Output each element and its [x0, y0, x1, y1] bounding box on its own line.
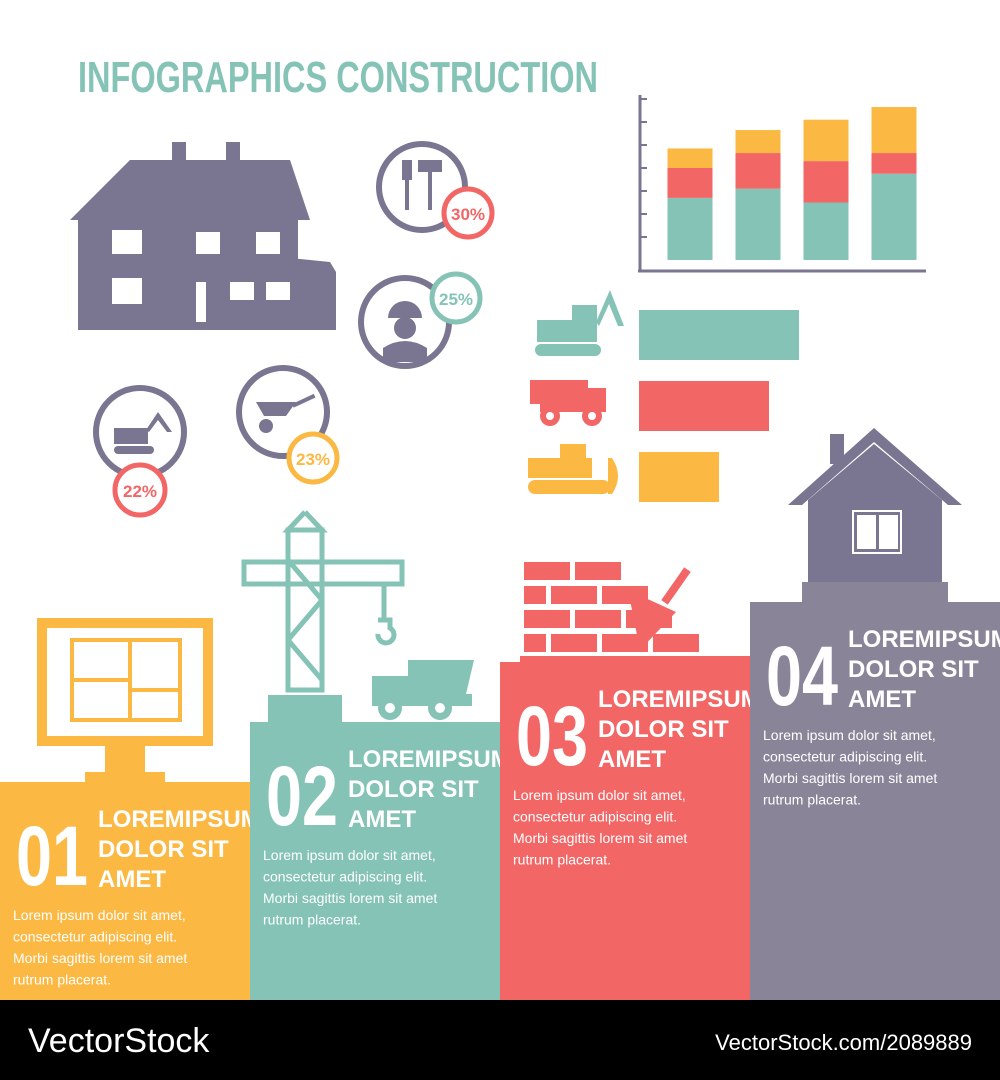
tools-icon [402, 160, 442, 210]
log-house-illustration [788, 428, 962, 604]
monitor-illustration [37, 618, 213, 784]
step-title: LOREMIPSUM [848, 626, 1000, 653]
step-title: DOLOR SIT [348, 776, 479, 803]
footer-brand: VectorStock [28, 1022, 210, 1060]
step-panel [500, 662, 750, 1000]
step-body: Morbi sagittis lorem sit amet [513, 830, 687, 846]
bar-segment [803, 161, 849, 203]
vehicle-icons [528, 290, 624, 494]
step-body: Morbi sagittis lorem sit amet [263, 890, 437, 906]
step-body: consectetur adipiscing elit. [263, 869, 427, 885]
badges: 30% 25% 23% 22% [93, 141, 495, 518]
house-illustration [70, 142, 336, 330]
dump-truck [530, 380, 606, 426]
step-body: Morbi sagittis lorem sit amet [13, 950, 187, 966]
bar-segment [735, 188, 781, 260]
bar [639, 452, 719, 502]
badge-label: 30% [451, 205, 485, 224]
badge-label: 25% [439, 290, 473, 309]
bar [639, 310, 799, 360]
bulldozer [528, 444, 618, 494]
bar-segment [667, 148, 713, 168]
step-body: Morbi sagittis lorem sit amet [763, 770, 937, 786]
badge-label: 22% [123, 482, 157, 501]
step-body: Lorem ipsum dolor sit amet, [763, 727, 936, 743]
step-panel [250, 722, 500, 1000]
step-body: Lorem ipsum dolor sit amet, [13, 907, 186, 923]
title: INFOGRAPHICS CONSTRUCTION [78, 53, 598, 102]
stacked-chart-axes [638, 95, 926, 273]
step-body: Lorem ipsum dolor sit amet, [263, 847, 436, 863]
badge [429, 271, 483, 325]
step-title: AMET [348, 806, 416, 833]
step-title: DOLOR SIT [98, 836, 229, 863]
step-panel [750, 602, 1000, 1000]
step-title: AMET [598, 746, 666, 773]
bar-segment [803, 119, 849, 162]
bar-segment [871, 107, 917, 154]
bricks-illustration [520, 562, 750, 666]
worker-icon [383, 301, 427, 362]
bar [639, 381, 769, 431]
steps: 01 LOREMIPSUM DOLOR SIT AMET Lorem ipsum dol… [0, 602, 1000, 1000]
step-title: AMET [98, 866, 166, 893]
excavator [535, 290, 624, 356]
step-body: rutrum placerat. [763, 792, 861, 808]
stacked-chart [640, 98, 917, 260]
step-title: LOREMIPSUM [598, 686, 761, 713]
step-body: consectetur adipiscing elit. [13, 929, 177, 945]
step-number: 04 [766, 629, 838, 723]
truck-illustration [372, 660, 474, 720]
step-body: rutrum placerat. [513, 852, 611, 868]
badge [286, 431, 340, 485]
crane-illustration [241, 510, 405, 693]
bar-segment [803, 202, 849, 260]
horizontal-bar-chart [639, 310, 799, 502]
step-title: LOREMIPSUM [348, 746, 511, 773]
step-number: 03 [516, 689, 588, 783]
badge [112, 462, 168, 518]
footer-url: VectorStock.com/2089889 [715, 1030, 972, 1055]
bar-segment [667, 168, 713, 198]
crane-base [268, 695, 342, 723]
step-number: 02 [266, 749, 338, 843]
step-title: LOREMIPSUM [98, 806, 261, 833]
bar-segment [667, 197, 713, 260]
step-body: consectetur adipiscing elit. [513, 809, 677, 825]
step-title: AMET [848, 686, 916, 713]
step-title: DOLOR SIT [598, 716, 729, 743]
step-body: rutrum placerat. [13, 972, 111, 988]
step-title: DOLOR SIT [848, 656, 979, 683]
badge [441, 186, 495, 240]
step-body: rutrum placerat. [263, 912, 361, 928]
excavator-icon [114, 412, 172, 454]
footer [0, 1000, 1000, 1080]
wheelbarrow-icon [256, 393, 316, 433]
step-panel [0, 782, 250, 1000]
step-body: Lorem ipsum dolor sit amet, [513, 787, 686, 803]
bar-segment [871, 153, 917, 174]
bar-segment [735, 153, 781, 189]
step-body: consectetur adipiscing elit. [763, 749, 927, 765]
bar-segment [871, 173, 917, 260]
step-number: 01 [16, 809, 88, 903]
badge-label: 23% [296, 450, 330, 469]
bar-segment [735, 130, 781, 154]
